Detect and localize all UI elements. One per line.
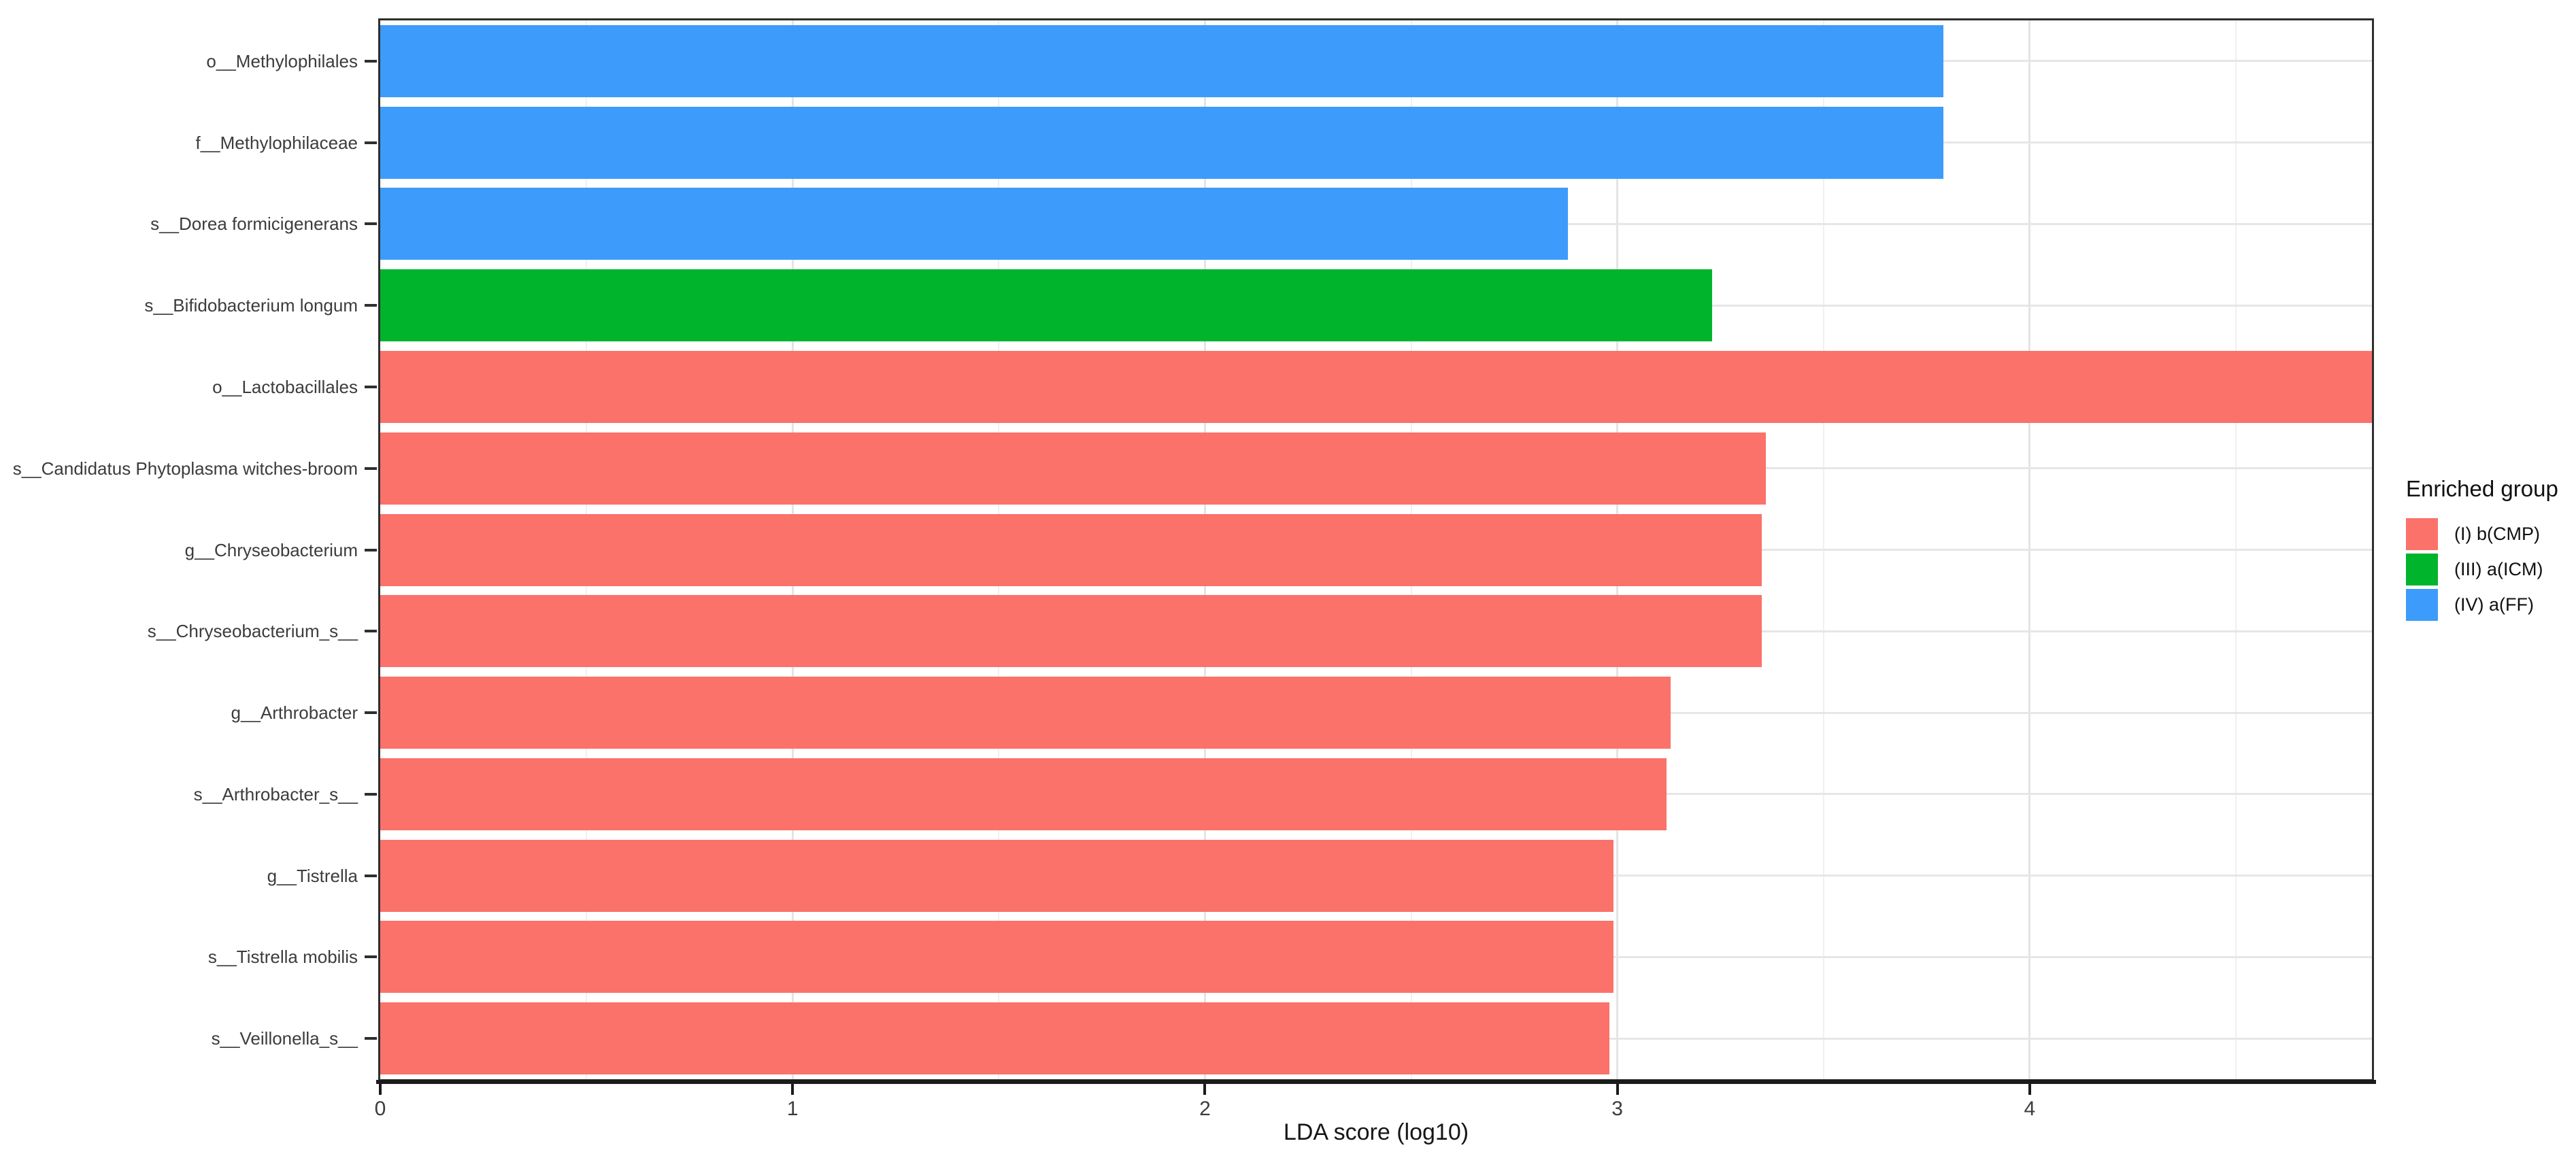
bar [380,350,2372,423]
y-axis-label: o__Lactobacillales [212,376,358,397]
y-axis-tick [365,711,377,715]
legend-swatch [2406,518,2438,550]
y-axis-tick [365,466,377,470]
x-axis-tick [1203,1084,1207,1095]
x-axis-tick [791,1084,794,1095]
y-axis-tick [365,630,377,633]
y-axis-label: s__Candidatus Phytoplasma witches-broom [12,458,358,479]
y-axis-label: s__Dorea formicigenerans [150,214,358,235]
y-axis-tick [365,141,377,144]
plot-panel [378,18,2374,1081]
bar [380,758,1667,830]
bar [380,24,1943,97]
x-axis-line [376,1080,2376,1084]
legend-label: (I) b(CMP) [2454,524,2540,544]
y-axis-label: s__Chryseobacterium_s__ [147,621,358,642]
y-axis-label: s__Arthrobacter_s__ [193,783,358,804]
bar [380,677,1671,749]
x-axis-tick-label: 0 [374,1098,386,1120]
legend-entry: (III) a(ICM) [2406,554,2576,586]
bar [380,432,1766,505]
x-axis-tick [379,1084,382,1095]
bar [380,513,1762,586]
legend-entry: (IV) a(FF) [2406,589,2576,621]
y-axis-label: g__Tistrella [267,865,358,886]
y-axis-tick [365,792,377,796]
y-axis-label: f__Methylophilaceae [195,132,358,153]
legend-label: (IV) a(FF) [2454,594,2534,615]
x-axis-tick-label: 1 [786,1098,799,1120]
y-axis-tick [365,548,377,551]
legend-entry: (I) b(CMP) [2406,518,2576,550]
y-axis-tick [365,385,377,388]
y-axis-label: g__Chryseobacterium [184,539,358,560]
y-axis-tick [365,955,377,959]
bar [380,1002,1609,1075]
y-axis-label: g__Arthrobacter [231,702,358,724]
y-axis-label: s__Bifidobacterium longum [144,295,358,316]
x-axis-tick [1616,1084,1619,1095]
bar [380,188,1568,260]
legend-entries: (I) b(CMP) (III) a(ICM) (IV) a(FF) [2406,518,2576,621]
bar [380,595,1762,668]
y-axis-tick [365,304,377,307]
legend-label: (III) a(ICM) [2454,559,2543,579]
y-axis-label: o__Methylophilales [206,50,358,71]
y-axis-tick [365,222,377,226]
y-axis-label: s__Tistrella mobilis [207,947,358,968]
y-axis-tick [365,59,377,63]
y-axis-tick [365,1037,377,1040]
bar [380,269,1713,342]
x-axis-tick-label: 3 [1611,1098,1623,1120]
bar [380,921,1613,994]
bar [380,106,1943,179]
y-axis-label: s__Veillonella_s__ [211,1028,358,1049]
bar [380,839,1613,912]
legend-swatch [2406,589,2438,621]
legend-title: Enriched group [2406,476,2558,501]
x-axis-tick-label: 2 [1199,1098,1211,1120]
legend-swatch [2406,554,2438,586]
legend: Enriched group (I) b(CMP) (III) a(ICM) (IV… [2406,476,2576,624]
x-axis-title: LDA score (log10) [1283,1119,1469,1145]
y-axis-tick [365,874,377,877]
x-axis-tick-label: 4 [2024,1098,2036,1120]
x-axis-tick [2028,1084,2031,1095]
